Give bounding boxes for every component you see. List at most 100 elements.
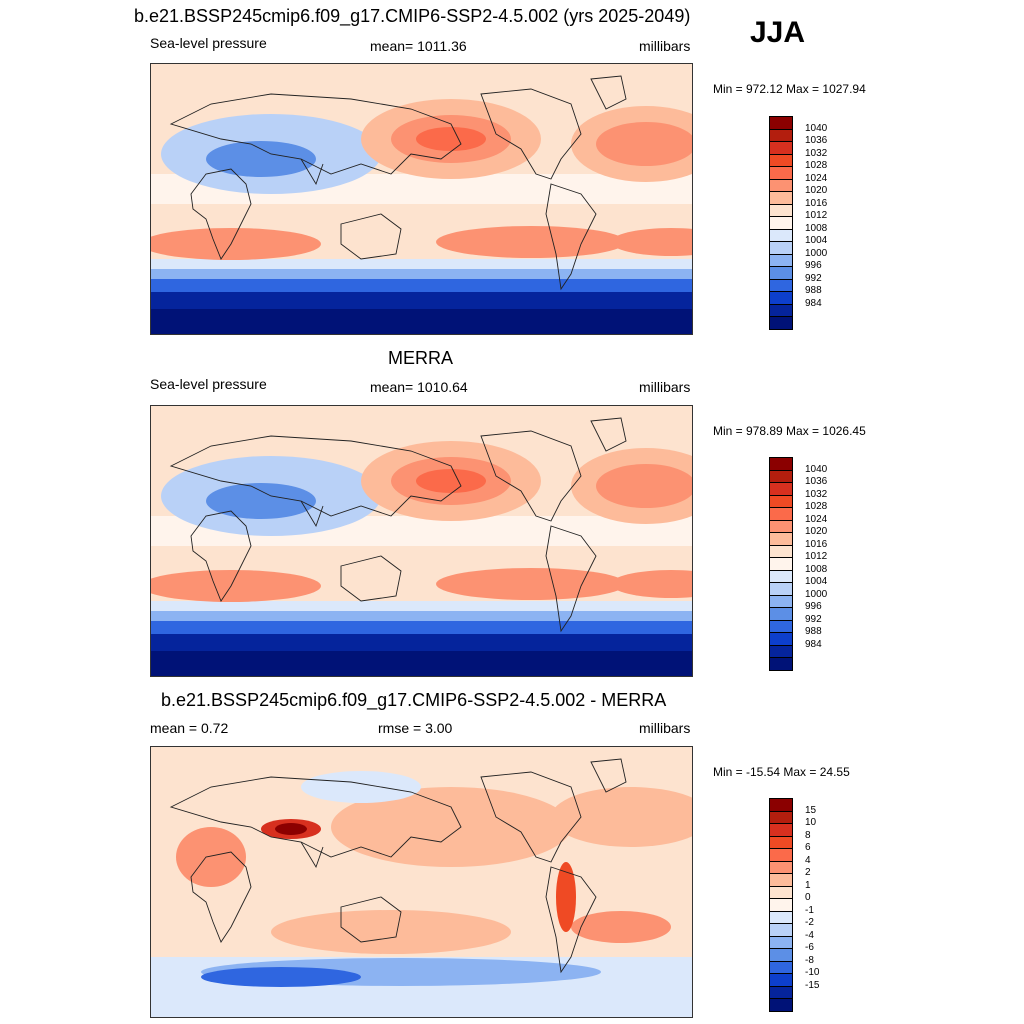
colorbar-swatch bbox=[769, 519, 793, 534]
colorbar-tick-label: 10 bbox=[805, 817, 817, 829]
colorbar-swatch bbox=[769, 507, 793, 521]
colorbar-swatch bbox=[769, 482, 793, 496]
high-npac-core bbox=[416, 127, 486, 151]
season-label: JJA bbox=[750, 16, 806, 49]
colorbar-tick-label: 1028 bbox=[805, 501, 828, 513]
pos-andes bbox=[556, 862, 576, 932]
pos-tibet-core bbox=[275, 823, 307, 835]
colorbar-swatch bbox=[769, 998, 793, 1012]
panel-3-title: b.e21.BSSP245cmip6.f09_g17.CMIP6-SSP2-4.… bbox=[161, 690, 667, 710]
colorbar-swatch bbox=[769, 116, 793, 130]
colorbar-tick-label: 1000 bbox=[805, 247, 828, 259]
colorbar-swatch bbox=[769, 632, 793, 646]
high-spac bbox=[436, 568, 626, 600]
colorbar-tick-label: 1028 bbox=[805, 160, 828, 172]
panel-1-left-label: Sea-level pressure bbox=[150, 35, 267, 51]
high-npac-core bbox=[416, 469, 486, 493]
high-natl-2 bbox=[596, 464, 692, 508]
panel-3-units-label: millibars bbox=[639, 720, 691, 736]
panel-2-minmax: Min = 978.89 Max = 1026.45 bbox=[713, 424, 866, 438]
colorbar-swatch bbox=[769, 935, 793, 950]
panel-2-title: MERRA bbox=[388, 348, 454, 368]
pos-satl bbox=[571, 911, 671, 943]
colorbar-tick-label: 1040 bbox=[805, 122, 828, 134]
band-south-3 bbox=[151, 279, 692, 293]
colorbar-tick-label: 1040 bbox=[805, 463, 828, 475]
low-asia-core bbox=[206, 483, 316, 519]
colorbar-swatch bbox=[769, 973, 793, 987]
colorbar-tick-label: 1016 bbox=[805, 197, 828, 209]
colorbar-tick-label: 1032 bbox=[805, 147, 828, 159]
colorbar-tick-label: 4 bbox=[805, 854, 811, 866]
colorbar-tick-label: 1036 bbox=[805, 135, 828, 147]
map-field bbox=[151, 747, 692, 1017]
colorbar-swatch bbox=[769, 253, 793, 268]
high-sind bbox=[151, 228, 321, 260]
pos-natl bbox=[551, 787, 692, 847]
map-field bbox=[151, 406, 692, 676]
colorbar-swatch bbox=[769, 278, 793, 293]
panel-1-minmax: Min = 972.12 Max = 1027.94 bbox=[713, 82, 866, 96]
coastline bbox=[169, 417, 627, 633]
colorbar-tick-label: 984 bbox=[805, 297, 822, 309]
colorbar-tick-label: 1012 bbox=[805, 551, 828, 563]
colorbar-tick-label: -1 bbox=[805, 904, 814, 916]
band-south-2 bbox=[151, 269, 692, 281]
high-spac bbox=[436, 226, 626, 258]
high-natl-2 bbox=[596, 122, 692, 166]
colorbar-tick-label: 1004 bbox=[805, 235, 828, 247]
panel-1-colorbar: 1040 1036 1032 1028 1024 1020 1016 1012 1008 1004… bbox=[769, 116, 849, 330]
panel-1-units-label: millibars bbox=[639, 38, 691, 54]
low-asia-core bbox=[206, 141, 316, 177]
colorbar-swatch bbox=[769, 557, 793, 571]
colorbar-tick-label: 1000 bbox=[805, 588, 828, 600]
high-satl bbox=[611, 570, 692, 598]
colorbar-tick-label: 1016 bbox=[805, 538, 828, 550]
colorbar-swatch bbox=[769, 191, 793, 205]
pos-spac bbox=[271, 910, 511, 954]
map-field bbox=[151, 64, 692, 334]
colorbar-tick-label: -6 bbox=[805, 942, 814, 954]
colorbar-tick-label: 2 bbox=[805, 867, 811, 879]
colorbar-swatch bbox=[769, 657, 793, 671]
colorbar-tick-label: 0 bbox=[805, 892, 811, 904]
colorbar-swatch bbox=[769, 291, 793, 305]
colorbar-swatch bbox=[769, 228, 793, 243]
colorbar-tick-label: 996 bbox=[805, 260, 822, 272]
colorbar-swatch bbox=[769, 303, 793, 318]
colorbar-tick-label: -10 bbox=[805, 967, 820, 979]
panel-2-units-label: millibars bbox=[639, 379, 691, 395]
colorbar-swatch bbox=[769, 594, 793, 609]
colorbar-swatch bbox=[769, 241, 793, 255]
panel-3-mean-label: mean = 0.72 bbox=[150, 720, 229, 736]
coastline bbox=[169, 75, 627, 291]
colorbar-swatch bbox=[769, 128, 793, 143]
colorbar-swatch bbox=[769, 873, 793, 887]
colorbar-tick-label: 6 bbox=[805, 842, 811, 854]
pos-africa bbox=[176, 827, 246, 887]
colorbar-tick-label: 1 bbox=[805, 879, 811, 891]
coastline bbox=[169, 758, 627, 974]
colorbar-tick-label: -4 bbox=[805, 929, 814, 941]
colorbar-swatch bbox=[769, 948, 793, 962]
high-satl bbox=[611, 228, 692, 256]
band-south-5 bbox=[151, 651, 692, 676]
colorbar-tick-label: 15 bbox=[805, 804, 817, 816]
neg-south-core bbox=[201, 967, 361, 987]
colorbar-swatch bbox=[769, 644, 793, 659]
colorbar-tick-label: 8 bbox=[805, 829, 811, 841]
colorbar-swatch bbox=[769, 582, 793, 596]
panel-2-colorbar: 1040 1036 1032 1028 1024 1020 1016 1012 1008 1004… bbox=[769, 457, 849, 671]
panel-3-rmse-label: rmse = 3.00 bbox=[378, 720, 453, 736]
colorbar-tick-label: 1012 bbox=[805, 210, 828, 222]
panel-3-colorbar: 15 10 8 6 4 2 1 0 -1 -2 -4 -6 -8 -10 -15 bbox=[769, 798, 849, 1012]
colorbar-swatch bbox=[769, 848, 793, 862]
colorbar-tick-label: -15 bbox=[805, 979, 820, 991]
band-south-2 bbox=[151, 611, 692, 623]
colorbar-swatch bbox=[769, 607, 793, 621]
colorbar-swatch bbox=[769, 166, 793, 180]
colorbar-tick-label: 992 bbox=[805, 272, 822, 284]
colorbar-swatch bbox=[769, 835, 793, 850]
colorbar-swatch bbox=[769, 494, 793, 509]
colorbar-swatch bbox=[769, 544, 793, 559]
